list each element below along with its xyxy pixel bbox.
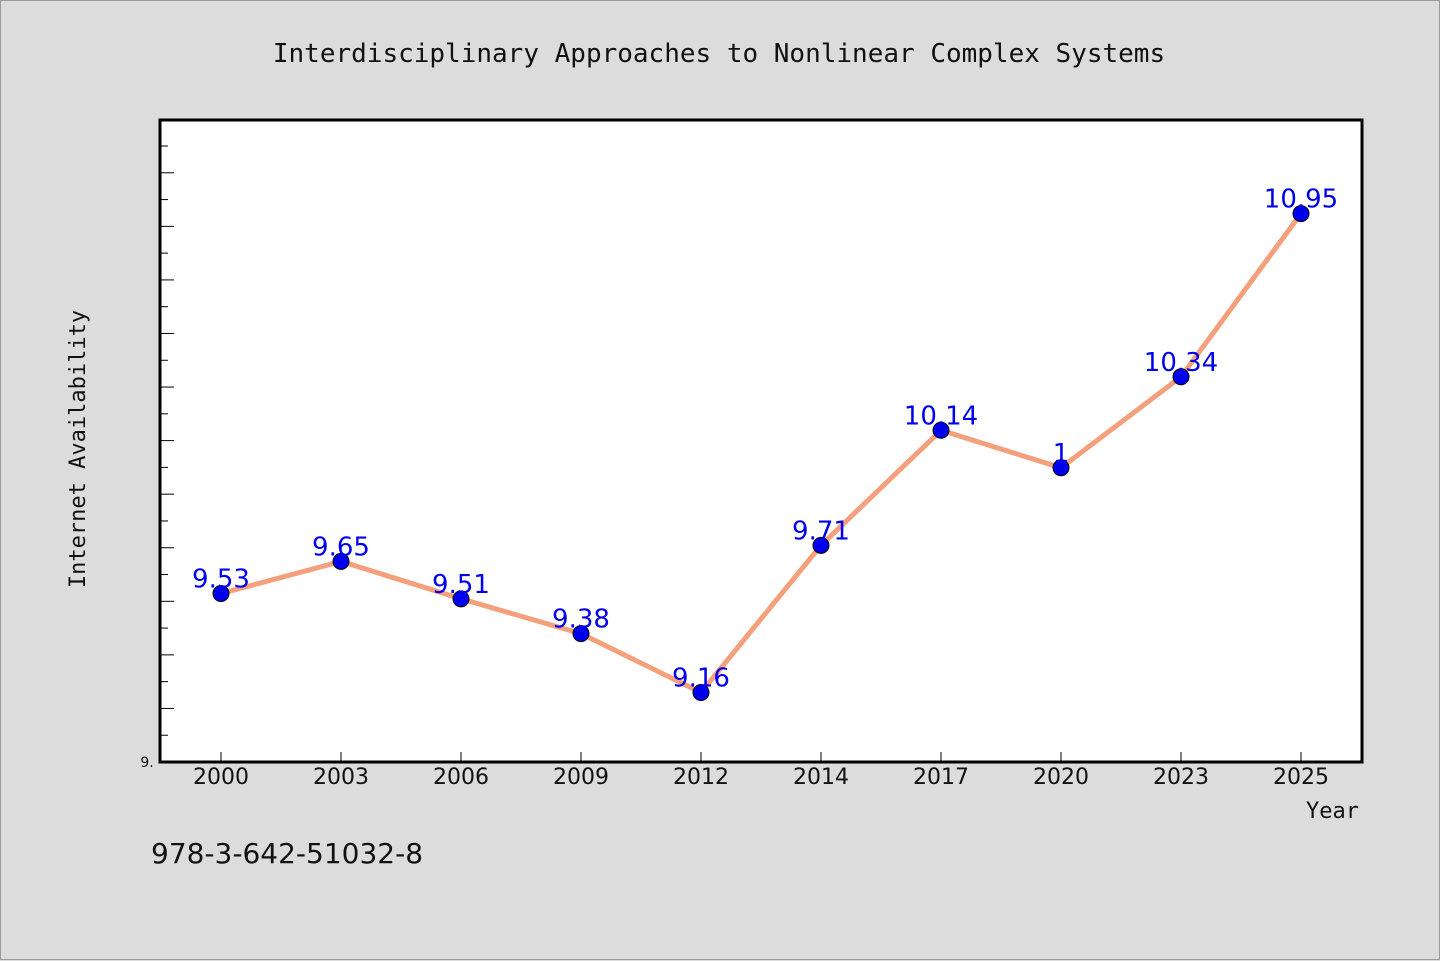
chart-title: Interdisciplinary Approaches to Nonlinea… xyxy=(273,39,1165,69)
data-point xyxy=(932,421,950,439)
data-label: 9.38 xyxy=(552,605,610,635)
isbn-footer: 978-3-642-51032-8 xyxy=(151,837,423,870)
plot-area xyxy=(158,118,1364,764)
data-label: 9.53 xyxy=(192,564,250,594)
x-tick-label: 2017 xyxy=(913,765,969,790)
series-line xyxy=(218,211,1304,695)
x-tick-label: 2000 xyxy=(193,765,249,790)
x-tick-label: 2014 xyxy=(793,765,849,790)
x-tick-label: 2025 xyxy=(1273,765,1329,790)
x-tick-label: 2020 xyxy=(1033,765,1089,790)
data-point xyxy=(1052,459,1070,477)
data-label: 9.16 xyxy=(672,663,730,693)
data-label: 9.71 xyxy=(792,516,850,546)
x-tick-label: 2012 xyxy=(673,765,729,790)
data-point xyxy=(1292,205,1310,223)
x-axis-ticks: 2000 2003 2006 2009 2012 2014 2017 2020 2023 2025 xyxy=(193,752,1329,790)
x-tick-label: 2006 xyxy=(433,765,489,790)
x-tick-label: 2023 xyxy=(1153,765,1209,790)
x-axis-label: Year xyxy=(1306,799,1359,824)
y-axis-ticks xyxy=(160,145,174,763)
data-point xyxy=(692,683,710,701)
data-label: 1 xyxy=(1053,439,1070,469)
series-line-group: 9.53 9.65 9.51 9.38 9.16 9.71 10.14 1 10.34 10.95 xyxy=(192,185,1338,701)
x-tick-label: 2009 xyxy=(553,765,609,790)
data-label: 9.51 xyxy=(432,570,490,600)
x-tick-label: 2003 xyxy=(313,765,369,790)
data-point xyxy=(332,552,350,570)
data-point xyxy=(812,536,830,554)
data-point xyxy=(572,625,590,643)
data-point xyxy=(1172,368,1190,386)
data-point xyxy=(452,590,470,608)
y-axis-low-label: 9. xyxy=(140,755,153,771)
data-label: 9.65 xyxy=(312,532,370,562)
data-point xyxy=(212,584,230,602)
data-label: 10.34 xyxy=(1144,348,1218,378)
y-axis-label: Internet Availability xyxy=(66,310,91,588)
data-label: 10.14 xyxy=(904,401,978,431)
data-label: 10.95 xyxy=(1264,185,1338,215)
